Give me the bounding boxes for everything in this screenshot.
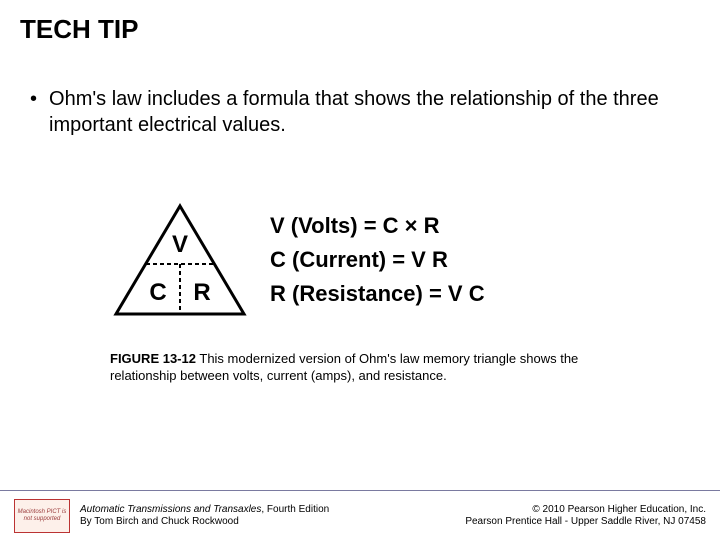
bullet-item: • Ohm's law includes a formula that show… xyxy=(30,86,690,138)
figure-label: FIGURE 13-12 xyxy=(110,351,196,366)
figure-area: V C R V (Volts) = C × R C (Current) = V … xyxy=(110,200,610,320)
formula-current: C (Current) = V R xyxy=(270,243,485,277)
ohms-triangle: V C R xyxy=(110,200,250,320)
book-title: Automatic Transmissions and Transaxles xyxy=(80,504,261,515)
publisher-line: Pearson Prentice Hall - Upper Saddle Riv… xyxy=(465,516,706,528)
triangle-v-label: V xyxy=(172,231,188,258)
triangle-r-label: R xyxy=(193,279,210,306)
triangle-c-label: C xyxy=(149,279,166,306)
formula-resistance: R (Resistance) = V C xyxy=(270,277,485,311)
footer-book-info: Automatic Transmissions and Transaxles, … xyxy=(80,504,329,528)
book-authors: By Tom Birch and Chuck Rockwood xyxy=(80,516,329,528)
formula-volts: V (Volts) = C × R xyxy=(270,209,485,243)
bullet-marker: • xyxy=(30,86,37,112)
formula-block: V (Volts) = C × R C (Current) = V R R (R… xyxy=(270,209,485,311)
publisher-logo-placeholder: Macintosh PICT is not supported xyxy=(14,499,70,533)
book-edition: , Fourth Edition xyxy=(261,504,329,515)
bullet-text: Ohm's law includes a formula that shows … xyxy=(49,86,690,138)
footer: Macintosh PICT is not supported Automati… xyxy=(0,490,720,540)
footer-left: Macintosh PICT is not supported Automati… xyxy=(14,499,329,533)
copyright-line: © 2010 Pearson Higher Education, Inc. xyxy=(465,504,706,516)
footer-copyright-block: © 2010 Pearson Higher Education, Inc. Pe… xyxy=(465,504,706,528)
figure-caption: FIGURE 13-12 This modernized version of … xyxy=(110,350,610,384)
page-heading: TECH TIP xyxy=(20,14,138,45)
